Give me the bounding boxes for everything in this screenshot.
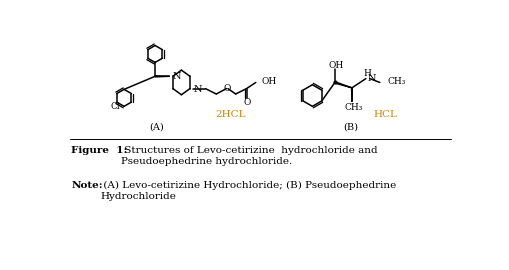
Text: N: N [173, 72, 181, 81]
Text: O: O [244, 98, 251, 107]
Text: Structures of Levo-cetirizine  hydrochloride and
Pseudoephedrine hydrochloride.: Structures of Levo-cetirizine hydrochlor… [121, 146, 378, 166]
Text: H: H [363, 69, 372, 79]
Text: OH: OH [329, 61, 344, 70]
Text: (B): (B) [343, 123, 358, 131]
Text: Note:: Note: [71, 181, 103, 190]
Text: CH₃: CH₃ [387, 77, 406, 86]
Text: CH₃: CH₃ [344, 103, 362, 112]
Text: Cl: Cl [110, 102, 120, 111]
Text: O: O [223, 84, 231, 93]
Text: (A) Levo-cetirizine Hydrochloride; (B) Pseudoephedrine
Hydrochloride: (A) Levo-cetirizine Hydrochloride; (B) P… [100, 181, 397, 201]
Polygon shape [155, 76, 170, 77]
Text: N: N [194, 85, 202, 94]
Text: N: N [367, 74, 376, 83]
Text: Figure  1:: Figure 1: [71, 146, 128, 155]
Text: HCL: HCL [373, 110, 397, 119]
Text: 2HCL: 2HCL [215, 110, 245, 119]
Text: (A): (A) [149, 123, 164, 131]
Polygon shape [335, 82, 352, 88]
Text: OH: OH [261, 77, 276, 86]
